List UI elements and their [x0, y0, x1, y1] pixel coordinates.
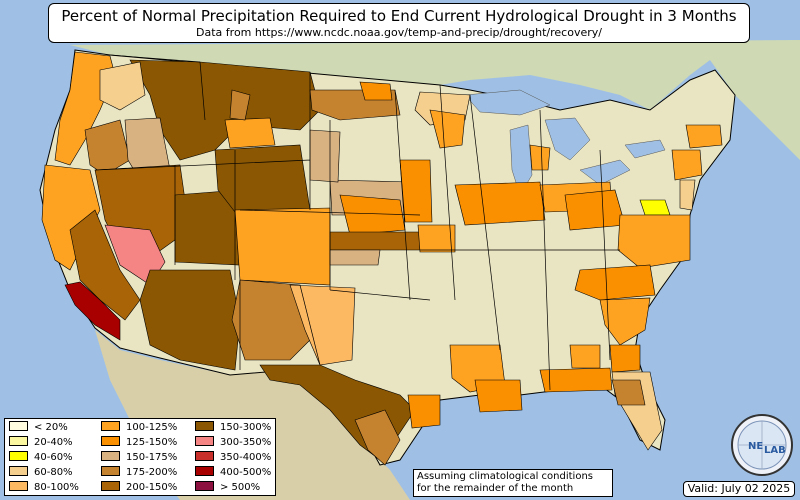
great-lakes [464, 89, 666, 196]
legend-item: 350-400% [195, 451, 271, 464]
legend-item: 200-150% [101, 481, 177, 494]
legend-swatch [195, 466, 214, 476]
legend-item: 60-80% [9, 466, 73, 479]
legend-swatch [9, 481, 28, 491]
legend-label: > 500% [220, 482, 261, 493]
legend-label: 350-400% [220, 452, 272, 463]
legend-item: 100-125% [101, 421, 177, 434]
legend-item: 175-200% [101, 466, 177, 479]
legend-swatch [195, 451, 214, 461]
legend-swatch [195, 421, 214, 431]
logo-text-right: LAB [764, 445, 786, 456]
note-line-2: for the remainder of the month [417, 483, 574, 494]
map-subtitle: Data from https://www.ncdc.noaa.gov/temp… [196, 26, 602, 39]
legend-label: 150-175% [126, 452, 178, 463]
legend-swatch [101, 466, 120, 476]
legend-label: 400-500% [220, 467, 272, 478]
legend-item: 150-300% [195, 421, 271, 434]
legend-label: < 20% [34, 422, 68, 433]
drought-regions [41, 51, 723, 466]
legend-label: 80-100% [34, 482, 79, 493]
legend-swatch [101, 451, 120, 461]
legend-swatch [101, 421, 120, 431]
legend-item: < 20% [9, 421, 68, 434]
title-box: Percent of Normal Precipitation Required… [48, 3, 750, 43]
legend-item: 125-150% [101, 436, 177, 449]
legend-label: 200-150% [126, 482, 178, 493]
legend-item: 400-500% [195, 466, 271, 479]
legend-label: 20-40% [34, 437, 73, 448]
legend-label: 150-300% [220, 422, 272, 433]
legend-swatch [9, 436, 28, 446]
legend-label: 60-80% [34, 467, 73, 478]
legend-swatch [101, 481, 120, 491]
legend-swatch [9, 421, 28, 431]
legend: < 20% 20-40% 40-60% 60-80% 80-100% 100-125% 12… [4, 418, 276, 496]
legend-label: 175-200% [126, 467, 178, 478]
legend-label: 125-150% [126, 437, 178, 448]
state-boundaries [94, 54, 620, 391]
climatology-note: Assuming climatological conditions for t… [413, 469, 613, 497]
legend-item: 20-40% [9, 436, 73, 449]
legend-label: 100-125% [126, 422, 178, 433]
note-line-1: Assuming climatological conditions [417, 471, 593, 482]
canada-land [70, 40, 800, 160]
valid-date-label: Valid: July 02 2025 [683, 481, 795, 497]
legend-label: 40-60% [34, 452, 73, 463]
nexlab-logo: NE LAB [731, 414, 793, 476]
logo-text-left: NE [748, 441, 763, 452]
legend-label: 300-350% [220, 437, 272, 448]
legend-swatch [9, 466, 28, 476]
legend-item: 150-175% [101, 451, 177, 464]
map-title: Percent of Normal Precipitation Required… [61, 7, 737, 25]
legend-item: 300-350% [195, 436, 271, 449]
legend-swatch [195, 436, 214, 446]
legend-swatch [9, 451, 28, 461]
legend-item: > 500% [195, 481, 260, 494]
legend-swatch [101, 436, 120, 446]
legend-swatch [195, 481, 214, 491]
legend-item: 80-100% [9, 481, 79, 494]
legend-item: 40-60% [9, 451, 73, 464]
